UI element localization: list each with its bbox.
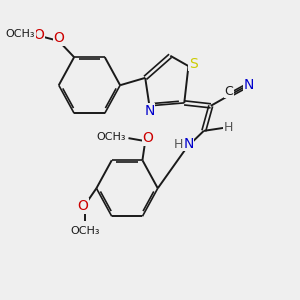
Text: O: O xyxy=(33,28,44,42)
Text: O: O xyxy=(53,31,64,45)
Text: O: O xyxy=(142,131,154,145)
Text: OCH₃: OCH₃ xyxy=(70,226,100,236)
Text: OCH₃: OCH₃ xyxy=(6,29,35,39)
Text: H: H xyxy=(174,138,183,151)
Text: H: H xyxy=(224,122,233,134)
Text: S: S xyxy=(189,57,198,71)
Text: O: O xyxy=(77,199,88,213)
Text: N: N xyxy=(244,78,254,92)
Text: OCH₃: OCH₃ xyxy=(96,132,126,142)
Text: N: N xyxy=(183,136,194,151)
Text: N: N xyxy=(144,104,154,118)
Text: C: C xyxy=(224,85,233,98)
